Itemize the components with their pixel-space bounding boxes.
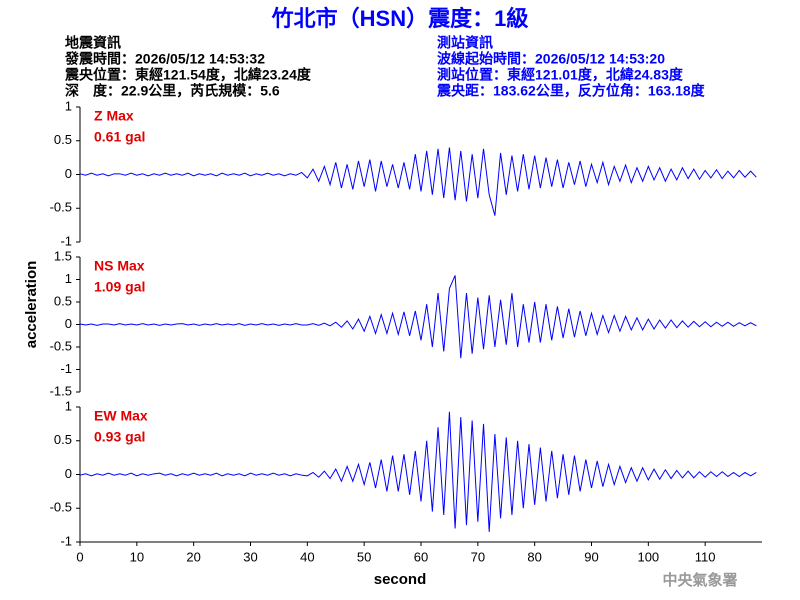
- station-info: 測站資訊: [437, 35, 493, 51]
- y-tick-label: 1.5: [54, 248, 72, 263]
- channel-label: Z Max: [94, 108, 134, 124]
- station-info: 測站位置：東經121.01度，北緯24.83度: [437, 67, 684, 83]
- x-tick-label: 30: [243, 549, 257, 564]
- x-tick-label: 110: [695, 549, 716, 564]
- y-tick-label: -1: [60, 361, 72, 376]
- y-axis-label: acceleration: [23, 261, 40, 349]
- y-tick-label: 1: [65, 398, 72, 413]
- y-tick-label: -0.5: [50, 200, 72, 215]
- quake-info: 地震資訊: [65, 35, 121, 51]
- x-tick-label: 20: [186, 549, 200, 564]
- x-axis-label: second: [374, 571, 427, 588]
- y-tick-label: 0: [65, 316, 72, 331]
- y-tick-label: 0: [65, 166, 72, 181]
- station-info: 震央距：183.62公里，反方位角：163.18度: [436, 83, 706, 99]
- quake-info: 發震時間：2026/05/12 14:53:32: [64, 51, 265, 67]
- page-title: 竹北市（HSN）震度：1級: [271, 6, 529, 31]
- x-tick-label: 0: [76, 549, 83, 564]
- channel-max: 0.93 gal: [94, 429, 145, 445]
- x-tick-label: 70: [471, 549, 485, 564]
- y-tick-label: -0.5: [50, 338, 72, 353]
- y-tick-label: -1: [60, 233, 72, 248]
- waveform: [79, 275, 757, 359]
- station-info: 波線起始時間：2026/05/12 14:53:20: [437, 51, 665, 67]
- waveform: [79, 411, 757, 532]
- x-tick-label: 80: [527, 549, 541, 564]
- x-tick-label: 50: [357, 549, 371, 564]
- y-tick-label: 0.5: [54, 132, 72, 147]
- y-tick-label: -1: [60, 533, 72, 548]
- y-tick-label: -0.5: [50, 500, 72, 515]
- y-tick-label: 1: [65, 271, 72, 286]
- x-tick-label: 10: [130, 549, 144, 564]
- y-tick-label: 1: [65, 98, 72, 113]
- watermark: 中央氣象署: [662, 571, 737, 589]
- channel-max: 1.09 gal: [94, 279, 145, 295]
- quake-info: 深 度：22.9公里，芮氏規模：5.6: [65, 83, 280, 99]
- x-tick-label: 40: [300, 549, 314, 564]
- y-tick-label: -1.5: [50, 383, 72, 398]
- x-tick-label: 90: [584, 549, 598, 564]
- x-tick-label: 100: [637, 549, 659, 564]
- waveform: [79, 147, 757, 216]
- channel-label: EW Max: [94, 408, 148, 424]
- y-tick-label: 0.5: [54, 293, 72, 308]
- channel-label: NS Max: [94, 258, 145, 274]
- y-tick-label: 0: [65, 466, 72, 481]
- y-tick-label: 0.5: [54, 432, 72, 447]
- x-tick-label: 60: [414, 549, 428, 564]
- quake-info: 震央位置：東經121.54度，北緯23.24度: [64, 67, 312, 83]
- channel-max: 0.61 gal: [94, 129, 145, 145]
